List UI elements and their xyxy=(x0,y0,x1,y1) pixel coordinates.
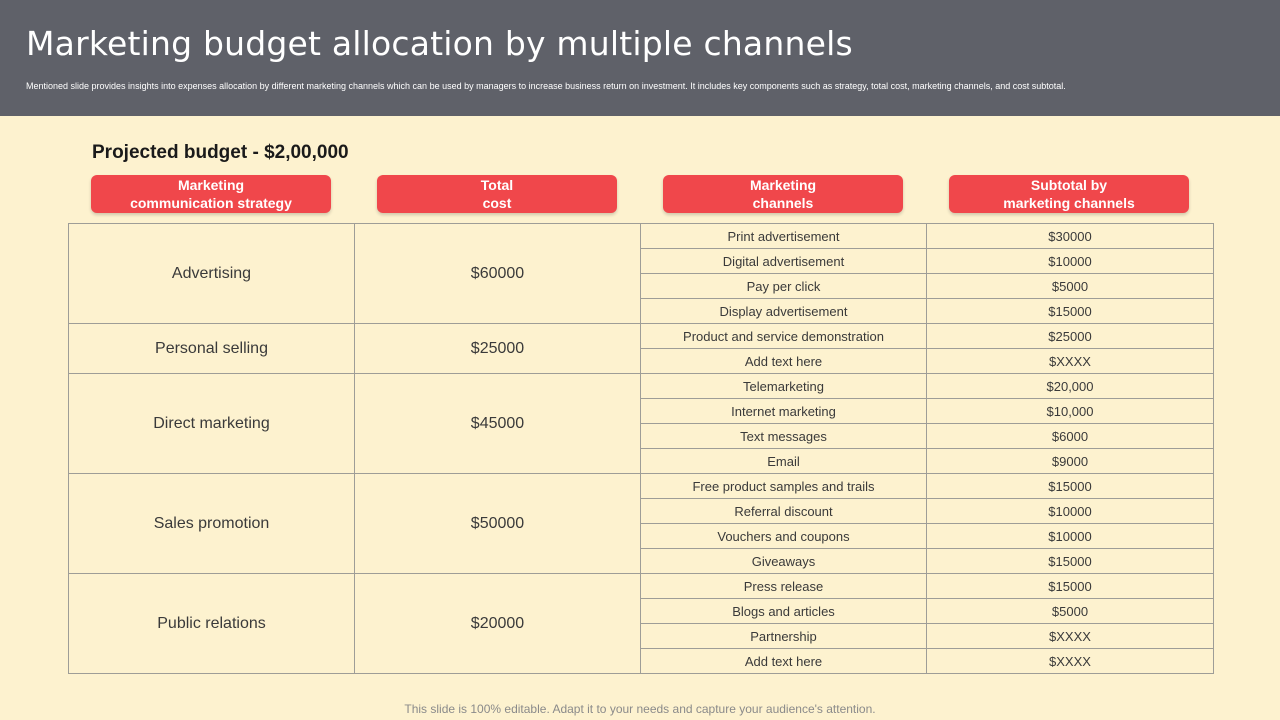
subtotal-cell: $XXXX xyxy=(926,348,1214,374)
subtotal-cell: $15000 xyxy=(926,548,1214,574)
table-row: Display advertisement $15000 xyxy=(69,298,1214,324)
header-strategy-line1: Marketing xyxy=(177,177,245,193)
budget-table: Advertising $60000 Print advertisement $… xyxy=(68,223,1214,674)
table-row: Text messages $6000 xyxy=(69,423,1214,449)
table-row: Direct marketing $45000 Telemarketing $2… xyxy=(68,373,1214,474)
subtotal-cell: $9000 xyxy=(926,448,1214,474)
projected-budget: Projected budget - $2,00,000 xyxy=(92,142,349,163)
total-cost-cell: $20000 xyxy=(354,573,641,674)
table-row: Internet marketing $10,000 xyxy=(69,398,1214,424)
subtotal-cell: $20,000 xyxy=(926,373,1214,399)
strategy-cell: Advertising xyxy=(68,223,355,324)
channel-cell: Pay per click xyxy=(640,273,927,299)
header-total-cost-line1: Total xyxy=(480,177,514,193)
subtotal-cell: $25000 xyxy=(926,323,1214,349)
subtotal-cell: $15000 xyxy=(926,298,1214,324)
strategy-cell: Direct marketing xyxy=(68,373,355,474)
table-row: Vouchers and coupons $10000 xyxy=(69,523,1214,549)
header-strategy-line2: communication strategy xyxy=(130,195,292,211)
subtotal-cell: $15000 xyxy=(926,473,1214,499)
subtotal-cell: $5000 xyxy=(926,273,1214,299)
channel-cell: Add text here xyxy=(640,348,927,374)
channel-cell: Text messages xyxy=(640,423,927,449)
table-row: Add text here $XXXX xyxy=(69,348,1214,374)
header-channels: Marketing channels xyxy=(663,175,903,213)
table-row: Add text here $XXXX xyxy=(69,648,1214,674)
header-subtotal-line1: Subtotal by xyxy=(1030,177,1108,193)
subtotal-cell: $XXXX xyxy=(926,623,1214,649)
slide-title: Marketing budget allocation by multiple … xyxy=(26,24,853,63)
strategy-cell: Public relations xyxy=(68,573,355,674)
subtotal-cell: $10000 xyxy=(926,248,1214,274)
channel-cell: Add text here xyxy=(640,648,927,674)
strategy-cell: Sales promotion xyxy=(68,473,355,574)
channel-cell: Partnership xyxy=(640,623,927,649)
channel-cell: Referral discount xyxy=(640,498,927,524)
header-strategy: Marketing communication strategy xyxy=(91,175,331,213)
total-cost-cell: $45000 xyxy=(354,373,641,474)
subtotal-cell: $10,000 xyxy=(926,398,1214,424)
table-row: Pay per click $5000 xyxy=(69,273,1214,299)
channel-cell: Print advertisement xyxy=(640,223,927,249)
table-row: Digital advertisement $10000 xyxy=(69,248,1214,274)
slide-subtitle: Mentioned slide provides insights into e… xyxy=(26,81,1066,91)
subtotal-cell: $15000 xyxy=(926,573,1214,599)
title-bar: Marketing budget allocation by multiple … xyxy=(0,0,1280,116)
header-total-cost: Total cost xyxy=(377,175,617,213)
total-cost-cell: $25000 xyxy=(354,323,641,374)
channel-cell: Press release xyxy=(640,573,927,599)
table-row: Sales promotion $50000 Free product samp… xyxy=(68,473,1214,574)
strategy-cell: Personal selling xyxy=(68,323,355,374)
channel-cell: Email xyxy=(640,448,927,474)
subtotal-cell: $30000 xyxy=(926,223,1214,249)
channel-cell: Internet marketing xyxy=(640,398,927,424)
header-total-cost-line2: cost xyxy=(482,195,512,211)
footer-note: This slide is 100% editable. Adapt it to… xyxy=(404,702,876,716)
table-row: Email $9000 xyxy=(69,448,1214,474)
table-row: Public relations $20000 Press release $1… xyxy=(68,573,1214,674)
table-row: Personal selling $25000 Product and serv… xyxy=(68,323,1214,374)
subtotal-cell: $10000 xyxy=(926,523,1214,549)
channel-cell: Free product samples and trails xyxy=(640,473,927,499)
subtotal-cell: $6000 xyxy=(926,423,1214,449)
total-cost-cell: $50000 xyxy=(354,473,641,574)
header-channels-line1: Marketing xyxy=(749,177,817,193)
table-row: Referral discount $10000 xyxy=(69,498,1214,524)
channel-cell: Giveaways xyxy=(640,548,927,574)
header-subtotal: Subtotal by marketing channels xyxy=(949,175,1189,213)
channel-cell: Telemarketing xyxy=(640,373,927,399)
channel-cell: Product and service demonstration xyxy=(640,323,927,349)
channel-cell: Digital advertisement xyxy=(640,248,927,274)
channel-cell: Blogs and articles xyxy=(640,598,927,624)
table-row: Partnership $XXXX xyxy=(69,623,1214,649)
channel-cell: Display advertisement xyxy=(640,298,927,324)
header-channels-line2: channels xyxy=(752,195,814,211)
total-cost-cell: $60000 xyxy=(354,223,641,324)
channel-cell: Vouchers and coupons xyxy=(640,523,927,549)
subtotal-cell: $10000 xyxy=(926,498,1214,524)
subtotal-cell: $XXXX xyxy=(926,648,1214,674)
subtotal-cell: $5000 xyxy=(926,598,1214,624)
header-subtotal-line2: marketing channels xyxy=(1003,195,1135,211)
table-row: Advertising $60000 Print advertisement $… xyxy=(68,223,1214,324)
